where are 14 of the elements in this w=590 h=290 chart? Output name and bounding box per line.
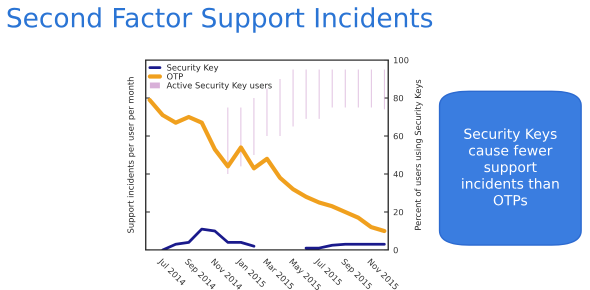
y2-tick-label: 100 [394, 57, 408, 64]
y2-tick-label: 80 [394, 95, 404, 102]
y2-tick-label: 0 [394, 246, 398, 254]
chart-title: Second Factor Support Incidents [8, 7, 432, 33]
y2-tick-label: 40 [393, 170, 404, 178]
legend-label: Active Security Key users [166, 82, 272, 90]
y-axis-title: Support incidents per user per month [127, 77, 136, 233]
y2-tick-label: 20 [394, 208, 404, 216]
legend-label: Security Key [167, 64, 218, 72]
line-series [148, 98, 386, 234]
y2-tick-label: 60 [394, 132, 404, 140]
y2-axis-title: Percent of users using Security Keys [414, 80, 423, 230]
legend-label: OTP [167, 73, 183, 80]
text: Security Keys cause fewer support incidents than OTPs [462, 128, 559, 206]
